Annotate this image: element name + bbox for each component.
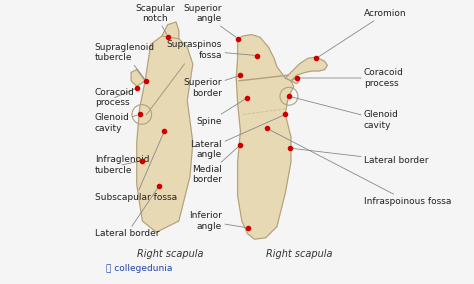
Text: Acromion: Acromion	[319, 9, 406, 57]
Text: Glenoid
cavity: Glenoid cavity	[292, 97, 399, 130]
Text: Glenoid
cavity: Glenoid cavity	[95, 113, 137, 133]
Text: Coracoid
process: Coracoid process	[299, 68, 404, 88]
Text: Supraspinos
fossa: Supraspinos fossa	[167, 40, 255, 60]
Text: Right scapula: Right scapula	[266, 249, 333, 259]
Polygon shape	[236, 35, 294, 239]
Text: Right scapula: Right scapula	[137, 249, 204, 259]
Text: Coracoid
process: Coracoid process	[95, 88, 135, 107]
Text: Supraglenoid
tubercle: Supraglenoid tubercle	[95, 43, 155, 79]
Polygon shape	[131, 70, 145, 86]
Text: Medial
border: Medial border	[192, 147, 238, 184]
Text: 🎓 collegedunia: 🎓 collegedunia	[106, 264, 173, 273]
Polygon shape	[291, 78, 299, 83]
Text: Lateral border: Lateral border	[292, 149, 428, 165]
Polygon shape	[137, 36, 193, 232]
Polygon shape	[285, 57, 328, 81]
Text: Superior
border: Superior border	[184, 76, 238, 97]
Text: Superior
angle: Superior angle	[184, 4, 236, 37]
Text: Lateral
angle: Lateral angle	[191, 116, 283, 159]
Text: Lateral border: Lateral border	[95, 188, 159, 238]
Text: Infraglenoid
tubercle: Infraglenoid tubercle	[95, 155, 149, 175]
Polygon shape	[162, 22, 179, 39]
Text: Inferior
angle: Inferior angle	[190, 211, 246, 231]
Text: Infraspoinous fossa: Infraspoinous fossa	[270, 130, 451, 206]
Text: Spine: Spine	[197, 99, 245, 126]
Text: Scapular
notch: Scapular notch	[135, 4, 175, 34]
Text: Subscapular fossa: Subscapular fossa	[95, 134, 177, 202]
